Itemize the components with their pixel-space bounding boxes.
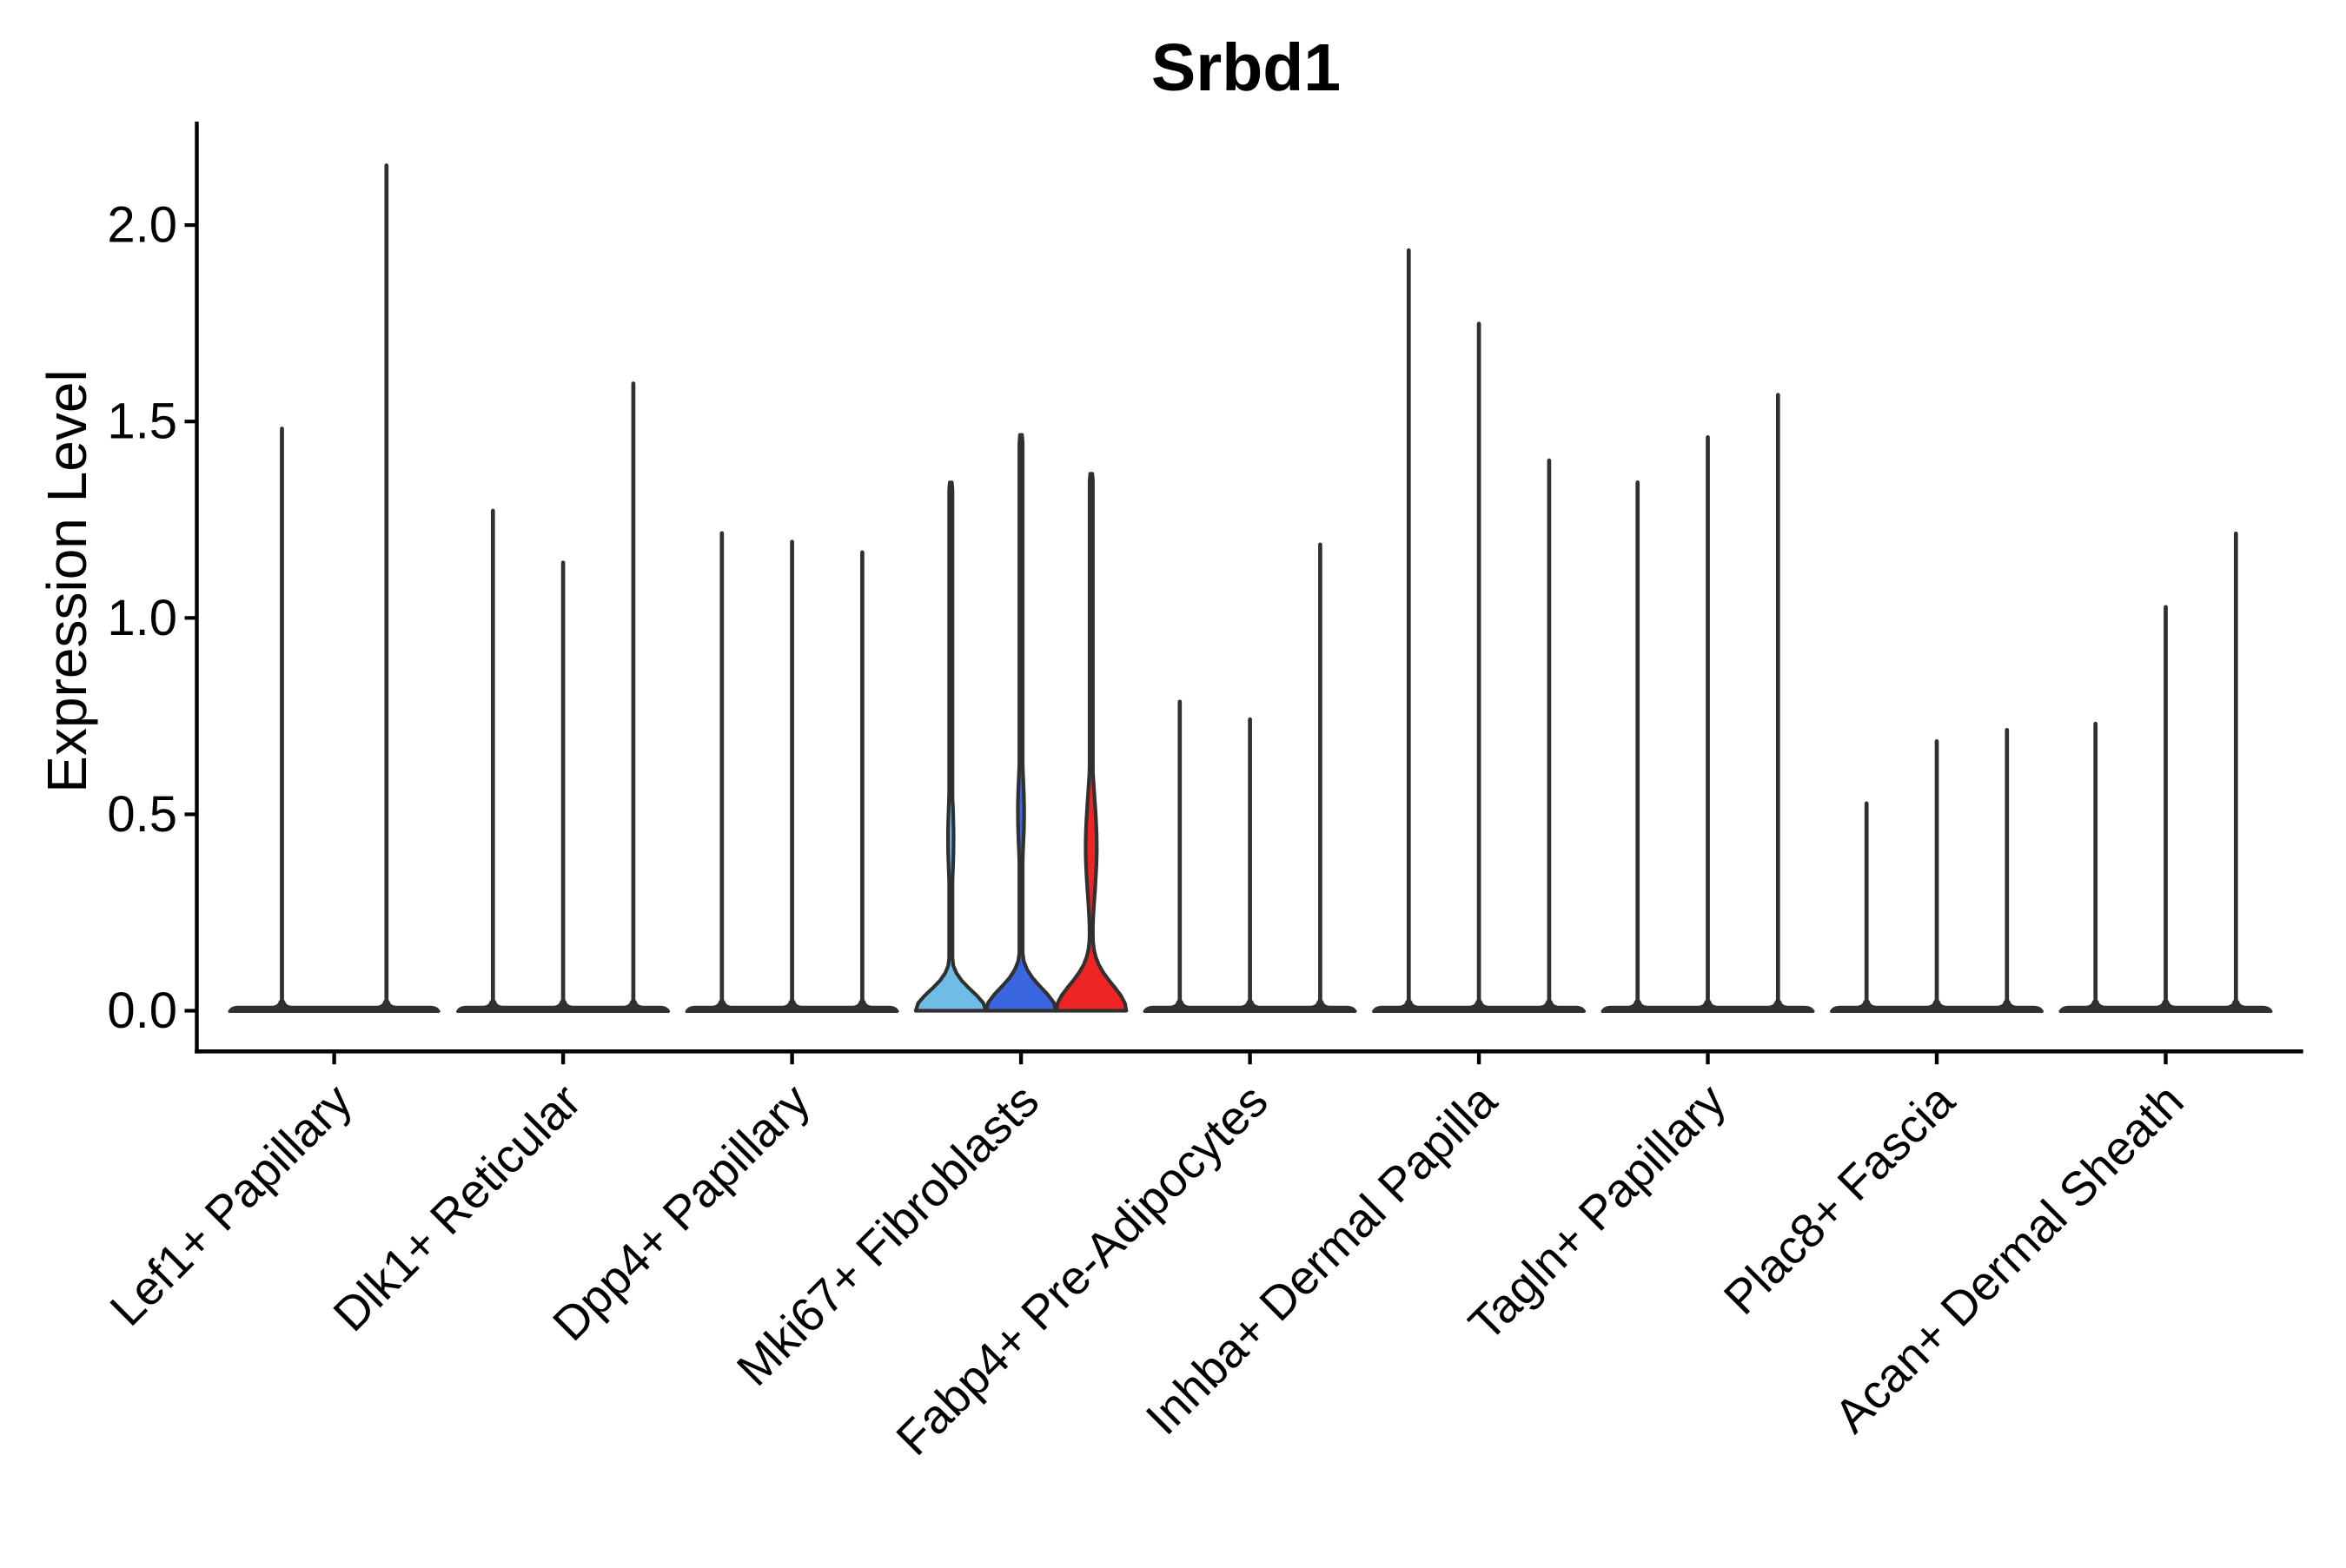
svg-text:1.5: 1.5 [107,394,177,450]
svg-text:2.0: 2.0 [107,197,177,254]
svg-text:1.0: 1.0 [107,590,177,646]
svg-text:0.0: 0.0 [107,982,177,1039]
svg-text:Expression Level: Expression Level [36,369,98,792]
svg-text:Srbd1: Srbd1 [1151,30,1341,105]
svg-text:0.5: 0.5 [107,786,177,843]
